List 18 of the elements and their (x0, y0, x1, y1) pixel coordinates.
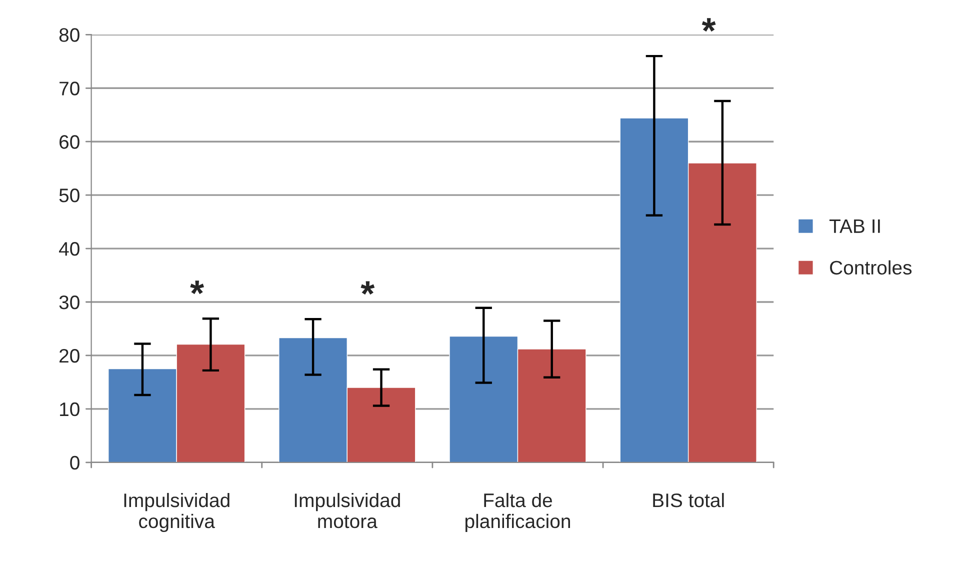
y-tick-label: 0 (70, 456, 80, 470)
legend-label: Controles (830, 260, 912, 275)
y-tick-label: 40 (59, 242, 80, 256)
y-tick-label: 80 (59, 28, 80, 42)
x-tick-label: Falta de planificacion (465, 492, 570, 532)
x-tick-label: BIS total (653, 492, 724, 508)
annotation: * (190, 280, 204, 294)
x-tick-label: Impulsividad cognitiva (124, 492, 230, 532)
y-tick-label: 30 (59, 295, 80, 310)
annotation: * (360, 281, 375, 295)
y-tick-label: 10 (60, 402, 80, 416)
y-tick-label: 20 (60, 348, 80, 363)
x-tick-label: Impulsividad motora (294, 492, 400, 528)
legend-label: TAB II (829, 219, 880, 233)
y-tick-label: 70 (60, 82, 80, 96)
y-tick-label: 50 (59, 188, 80, 202)
y-tick-label: 60 (60, 135, 80, 149)
text: * (702, 18, 716, 32)
